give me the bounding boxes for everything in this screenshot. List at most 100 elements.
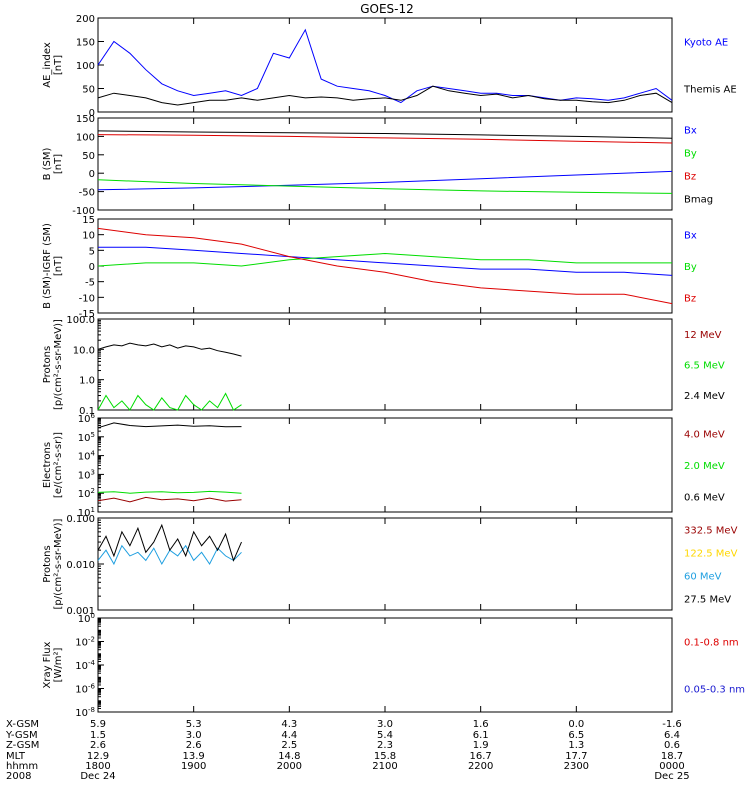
legend-label: By: [684, 149, 697, 160]
x-row-value: 14.8: [278, 751, 300, 762]
y-axis-label: [p/(cm²-s-sr-MeV)]: [53, 518, 64, 609]
y-tick-label: 10: [82, 231, 95, 242]
y-tick-label: 200: [76, 14, 95, 25]
x-row-value: 6.5: [568, 730, 584, 741]
panel-7: 10-8 10-6 10-4 10-2 100 Xray Flux [W/m²] 0.1-0.…: [42, 612, 745, 719]
series-line: [97, 28, 673, 104]
x-row-value: 0.0: [568, 719, 584, 730]
x-row-label: hhmm: [6, 761, 38, 772]
legend-label: 12 MeV: [684, 330, 722, 341]
y-tick-label: 10-8: [75, 706, 95, 719]
x-row-value: 5.4: [377, 730, 393, 741]
y-axis-label: Protons: [42, 346, 53, 383]
x-row-value: 5.9: [90, 719, 106, 730]
x-row-value: 4.3: [281, 719, 297, 730]
panel-6: 0.001 0.010 0.100 Protons [p/(cm²-s-sr-MeV)]…: [42, 514, 738, 617]
x-row-value: 1.9: [473, 740, 489, 751]
y-tick-label: -5: [85, 278, 95, 289]
x-row-value: 1.5: [90, 730, 106, 741]
series-line: [97, 130, 673, 139]
series-line: [97, 392, 242, 411]
legend-label: Bx: [684, 126, 697, 137]
legend-label: 122.5 MeV: [684, 549, 738, 560]
panel-frame: [97, 617, 673, 713]
y-axis-label: Xray Flux: [42, 641, 53, 688]
y-tick-label: 10-2: [75, 636, 95, 649]
y-tick-label: 5: [89, 246, 95, 257]
y-axis-label: B (SM)-IGRF (SM): [42, 223, 53, 309]
panel-1: 0 50 100 150 200 AE_index [nT] Kyoto AE Themis A…: [42, 14, 737, 119]
y-tick-label: 0.010: [66, 560, 95, 571]
legend-label: 4.0 MeV: [684, 430, 725, 441]
y-axis-label: [e/(cm²-s-sr)]: [53, 432, 64, 498]
y-axis-label: Protons: [42, 545, 53, 582]
y-tick-label: -10: [79, 293, 95, 304]
y-tick-label: 150: [76, 114, 95, 125]
y-tick-label: 10.0: [73, 345, 95, 356]
y-axis-label: [W/m²]: [53, 647, 64, 682]
y-tick-label: -100: [72, 206, 95, 217]
series-line: [98, 246, 673, 276]
y-tick-label: 0: [89, 169, 95, 180]
series-line: [97, 252, 672, 267]
series-line: [97, 227, 673, 305]
y-tick-label: 105: [78, 431, 95, 444]
x-row-value: 2.5: [281, 740, 297, 751]
panel-5: 101 102 103 104 105 106 Electrons [e/(cm²-s-sr)…: [42, 412, 725, 519]
panel-frame: [97, 417, 673, 513]
x-row-label: Y-GSM: [5, 730, 38, 741]
x-row-value: 2.6: [90, 740, 106, 751]
x-row-value: 1900: [181, 761, 206, 772]
x-row-value: 4.4: [281, 730, 297, 741]
x-row-value: 2300: [564, 761, 589, 772]
x-row-value: 2000: [277, 761, 302, 772]
x-row-value: 6.1: [473, 730, 489, 741]
y-tick-label: 50: [82, 85, 95, 96]
y-axis-label: [p/(cm²-s-sr-MeV)]: [53, 319, 64, 410]
x-row-value: 17.7: [565, 751, 587, 762]
x-row-value: 2100: [372, 761, 397, 772]
legend-label: 6.5 MeV: [684, 361, 725, 372]
panel-frame: [97, 517, 673, 611]
y-axis-label: B (SM): [42, 147, 53, 180]
x-date-label: Dec 25: [654, 771, 689, 782]
series-line: [97, 134, 673, 144]
panel-frame: [97, 318, 673, 411]
x-row-value: 1800: [85, 761, 110, 772]
panel-frame: [97, 218, 673, 314]
y-tick-label: 0.1: [79, 406, 95, 417]
y-tick-label: 100: [76, 132, 95, 143]
panel-3: -15 -10 -5 0 5 10 15 B (SM)-IGRF (SM) [nT] Bx By Bz: [42, 215, 697, 320]
y-tick-label: 106: [78, 412, 96, 425]
x-row-value: 3.0: [186, 730, 202, 741]
y-tick-label: 100: [78, 612, 95, 625]
y-axis-label: AE_index: [42, 42, 53, 88]
legend-label: Bz: [684, 293, 696, 304]
x-row-value: 3.0: [377, 719, 393, 730]
y-tick-label: 150: [76, 38, 95, 49]
y-tick-label: 100.0: [66, 315, 95, 326]
x-row-value: 15.8: [374, 751, 396, 762]
y-tick-label: -15: [79, 309, 95, 320]
series-line: [97, 170, 673, 191]
y-tick-label: 0: [89, 262, 95, 273]
x-row-value: 12.9: [87, 751, 109, 762]
y-tick-label: 15: [82, 215, 95, 226]
x-row-label: 2008: [6, 771, 31, 782]
x-row-value: 16.7: [470, 751, 492, 762]
x-row-value: 2.6: [186, 740, 202, 751]
y-tick-label: -50: [79, 188, 95, 199]
x-row-value: 6.4: [664, 730, 680, 741]
x-row-value: 2.3: [377, 740, 393, 751]
legend-label: 60 MeV: [684, 572, 722, 583]
series-line: [97, 490, 242, 494]
legend-label: By: [684, 262, 697, 273]
x-row-label: MLT: [6, 751, 26, 762]
series-line: [97, 342, 242, 357]
x-row-value: 13.9: [183, 751, 205, 762]
x-row-value: 18.7: [661, 751, 683, 762]
series-line: [97, 523, 242, 562]
x-row-value: 0000: [659, 761, 684, 772]
legend-label: Kyoto AE: [684, 38, 728, 49]
